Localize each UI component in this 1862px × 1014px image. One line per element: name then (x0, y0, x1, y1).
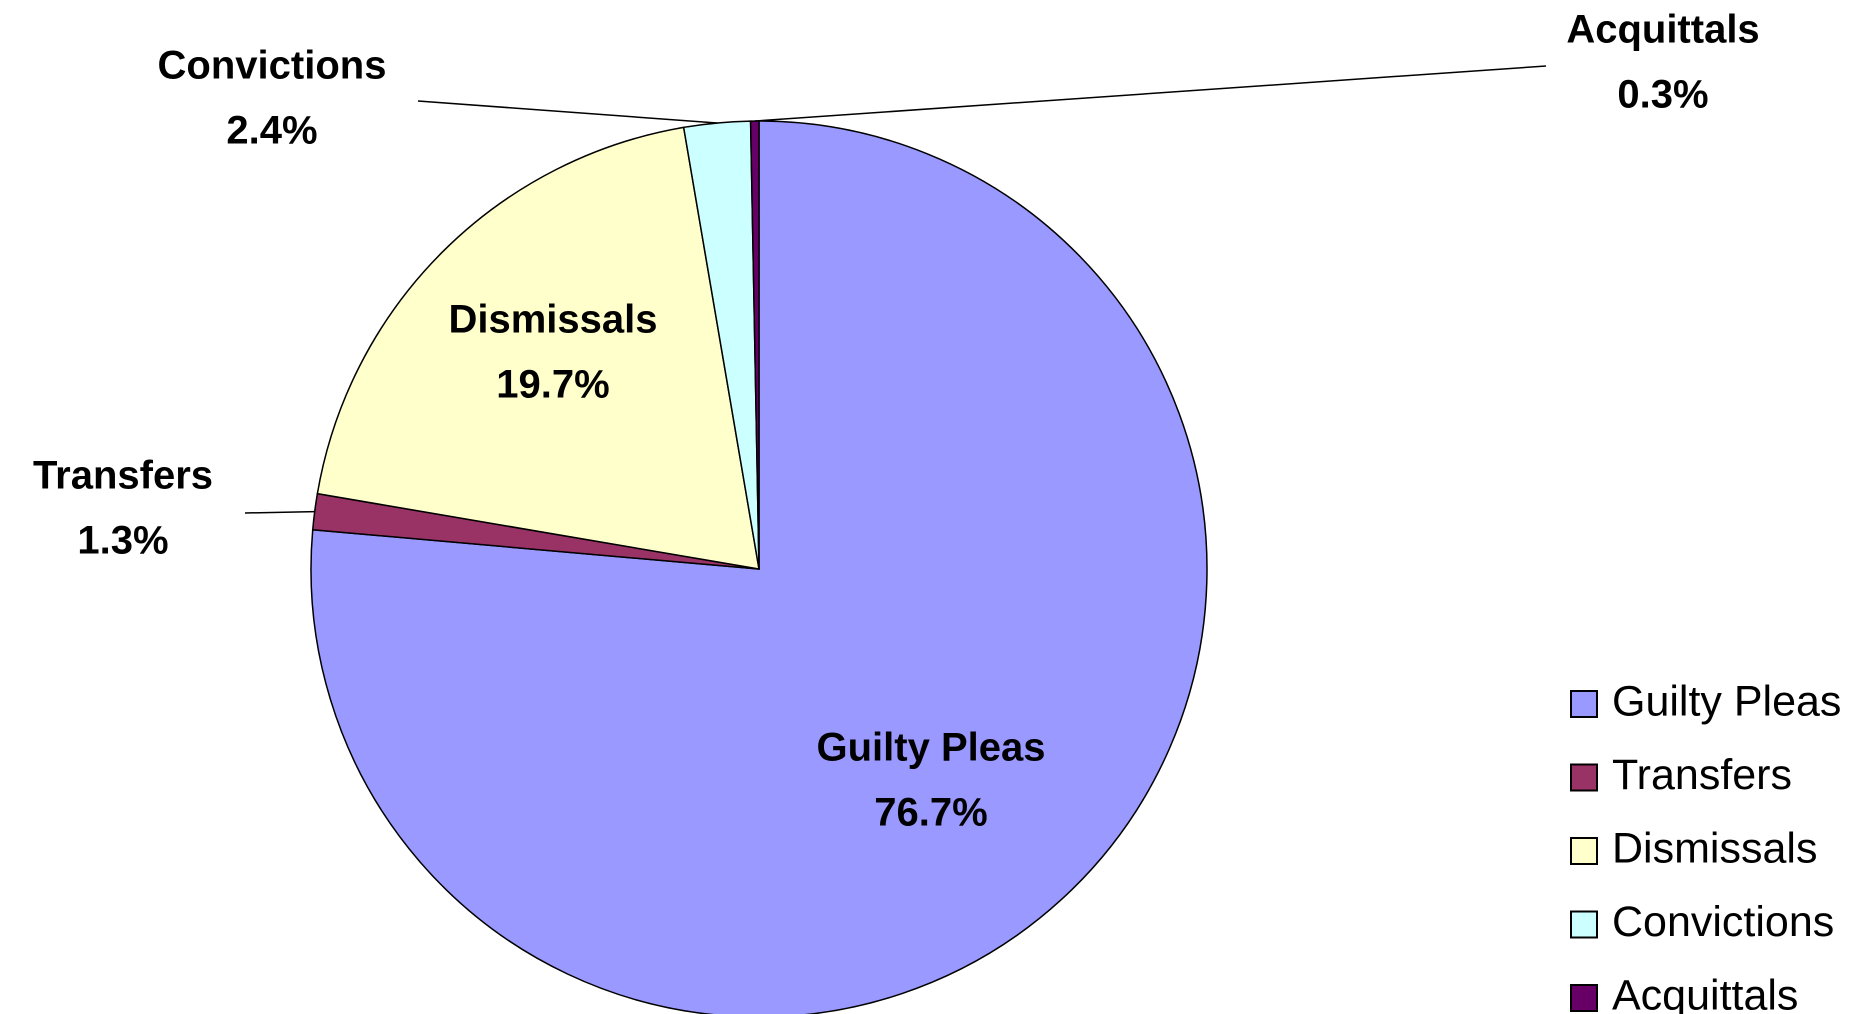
pie-slice (316, 126, 760, 570)
legend-label: Convictions (1612, 898, 1834, 946)
data-label-value: 0.3% (1617, 73, 1708, 117)
data-label-name: Acquittals (1566, 8, 1759, 52)
data-label-value: 19.7% (496, 363, 609, 407)
leader-line (417, 100, 718, 124)
legend-swatch (1570, 984, 1598, 1012)
legend-label: Acquittals (1612, 971, 1798, 1014)
data-label-value: 2.4% (226, 109, 317, 153)
data-label-value: 1.3% (77, 519, 168, 563)
legend-label: Transfers (1612, 751, 1792, 799)
data-label-name: Convictions (158, 44, 387, 88)
legend-label: Dismissals (1612, 824, 1817, 872)
legend-swatch (1570, 910, 1598, 939)
data-label-name: Guilty Pleas (817, 726, 1046, 770)
data-label-name: Transfers (33, 454, 213, 498)
legend-label: Guilty Pleas (1612, 677, 1841, 725)
leader-line (754, 65, 1547, 122)
legend-swatch (1570, 690, 1598, 718)
legend-swatch (1570, 837, 1598, 865)
legend-swatch (1570, 763, 1598, 792)
data-label-value: 76.7% (874, 791, 987, 835)
data-label-name: Dismissals (448, 298, 657, 342)
leader-line (244, 510, 315, 514)
